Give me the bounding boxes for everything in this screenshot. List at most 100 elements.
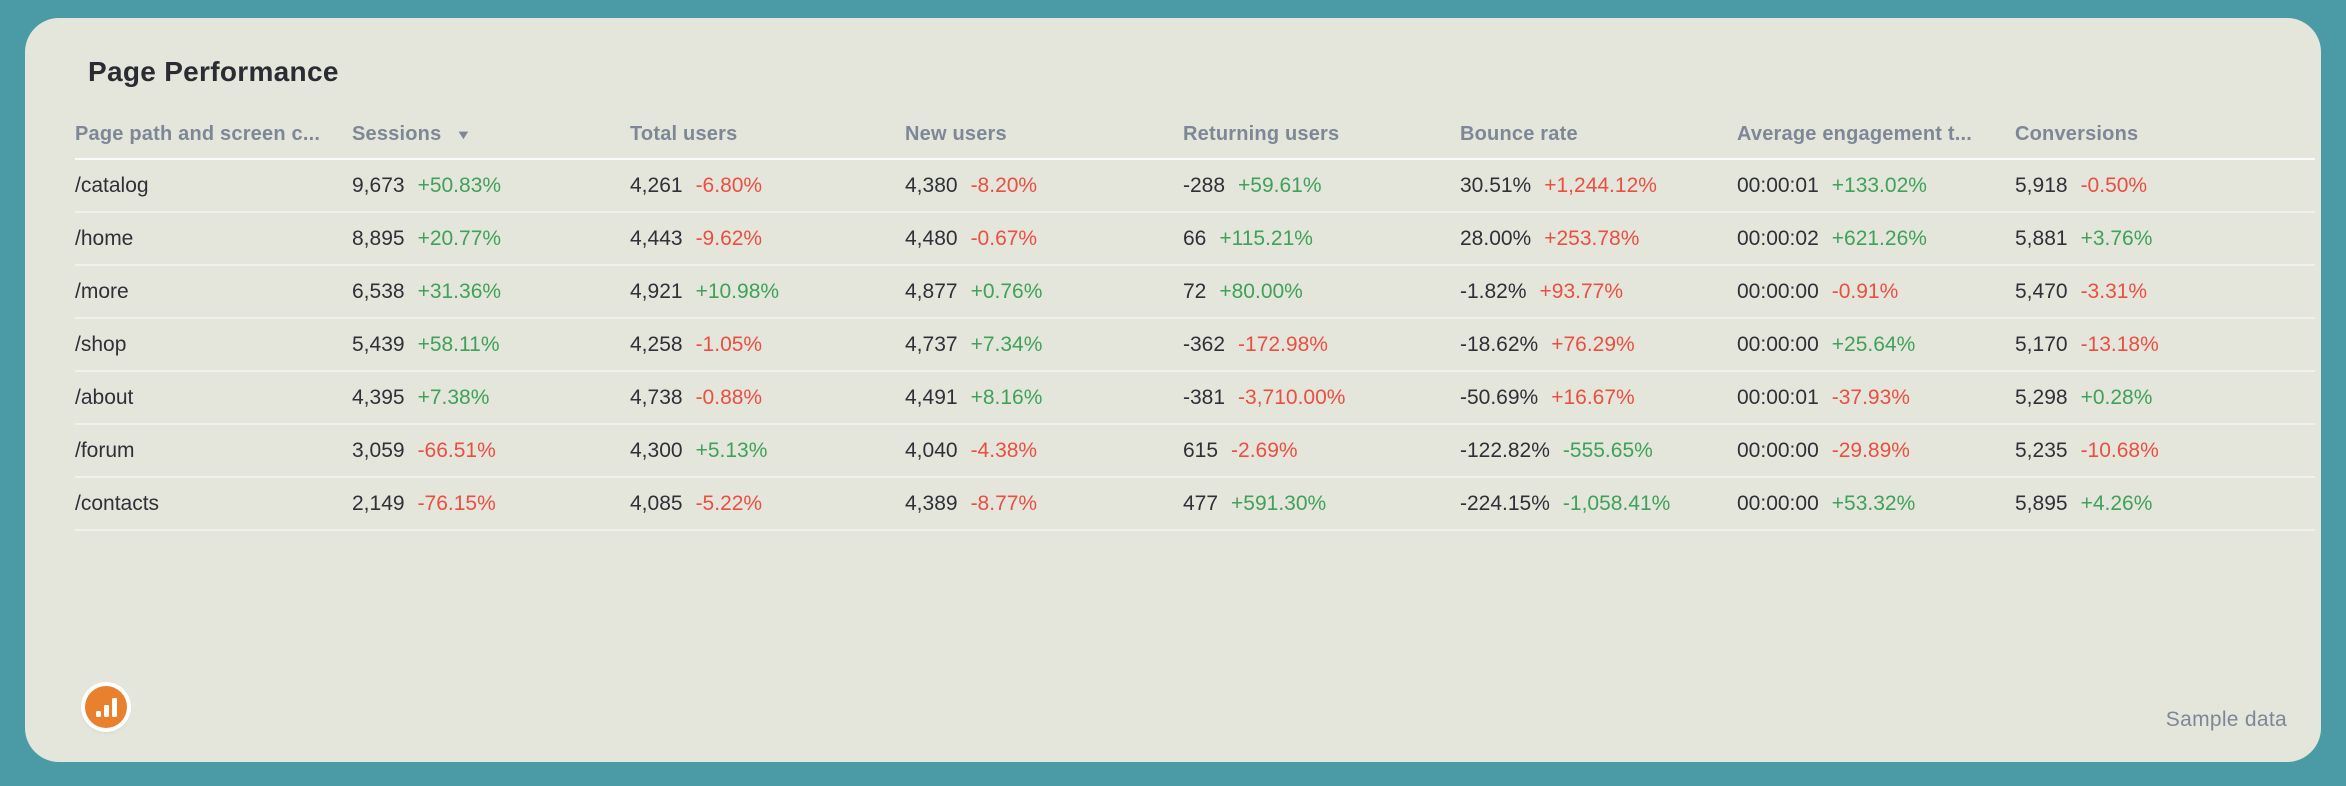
metric-cell: 5,470 -3.31% — [2015, 280, 2315, 304]
metric-value: 4,877 — [905, 279, 958, 303]
metric-cell: 2,149 -76.15% — [352, 492, 630, 516]
metric-value: 5,918 — [2015, 173, 2068, 197]
metric-value: 5,298 — [2015, 385, 2068, 409]
metric-value: 4,921 — [630, 279, 683, 303]
table-row: /about 4,395 +7.38% 4,738 -0.88% 4,491 +8.16% -… — [75, 372, 2315, 425]
metric-cell: 3,059 -66.51% — [352, 439, 630, 463]
metric-change: -0.50% — [2080, 173, 2148, 197]
metric-cell: 00:00:01 +133.02% — [1737, 174, 2015, 198]
metric-change: -6.80% — [695, 173, 763, 197]
metric-cell: -50.69% +16.67% — [1460, 386, 1737, 410]
metric-change: -0.67% — [970, 226, 1038, 250]
metric-cell: 4,395 +7.38% — [352, 386, 630, 410]
metric-cell: 4,258 -1.05% — [630, 333, 905, 357]
metric-change: -13.18% — [2080, 332, 2159, 356]
metric-change: -37.93% — [1831, 385, 1910, 409]
column-header-total_users[interactable]: Total users — [630, 123, 905, 146]
column-header-bounce_rate[interactable]: Bounce rate — [1460, 123, 1737, 146]
metric-value: 5,470 — [2015, 279, 2068, 303]
table-row: /contacts 2,149 -76.15% 4,085 -5.22% 4,389 -8.… — [75, 478, 2315, 531]
metric-cell: 5,881 +3.76% — [2015, 227, 2315, 251]
metric-value: 4,300 — [630, 438, 683, 462]
table-row: /shop 5,439 +58.11% 4,258 -1.05% 4,737 +7.34% -… — [75, 319, 2315, 372]
page-path-cell: /contacts — [75, 491, 160, 515]
column-header-label: Returning users — [1183, 122, 1340, 145]
metric-cell: -381 -3,710.00% — [1183, 386, 1460, 410]
column-header-label: Total users — [630, 122, 738, 145]
metric-cell: 28.00% +253.78% — [1460, 227, 1737, 251]
metric-change: +16.67% — [1551, 385, 1635, 409]
metric-change: -3.31% — [2080, 279, 2148, 303]
sort-desc-icon: ▼ — [455, 126, 473, 142]
metric-value: 4,380 — [905, 173, 958, 197]
metric-cell: 66 +115.21% — [1183, 227, 1460, 251]
metric-change: +31.36% — [417, 279, 502, 303]
column-header-new_users[interactable]: New users — [905, 123, 1183, 146]
page-path-cell: /about — [75, 385, 134, 409]
metric-cell: 4,738 -0.88% — [630, 386, 905, 410]
metric-change: -8.20% — [970, 173, 1038, 197]
table-row: /home 8,895 +20.77% 4,443 -9.62% 4,480 -0.67% 6… — [75, 213, 2315, 266]
metric-value: 00:00:00 — [1737, 491, 1819, 515]
metric-change: -4.38% — [970, 438, 1038, 462]
column-header-label: Bounce rate — [1460, 122, 1578, 145]
metric-cell: 4,380 -8.20% — [905, 174, 1183, 198]
metric-change: -1,058.41% — [1562, 491, 1671, 515]
metric-change: +4.26% — [2080, 491, 2153, 515]
metric-change: -29.89% — [1831, 438, 1910, 462]
metric-value: 4,085 — [630, 491, 683, 515]
metric-cell: 4,921 +10.98% — [630, 280, 905, 304]
metric-cell: 477 +591.30% — [1183, 492, 1460, 516]
column-header-label: Page path and screen c... — [75, 122, 321, 145]
metric-value: 00:00:01 — [1737, 385, 1819, 409]
metric-change: +59.61% — [1238, 173, 1322, 197]
sample-data-label: Sample data — [2165, 708, 2287, 731]
analytics-bar-chart-logo-icon[interactable] — [85, 686, 127, 728]
page-performance-table: Page path and screen c... Sessions ▼ Total … — [75, 110, 2315, 531]
metric-value: 72 — [1183, 279, 1207, 303]
column-header-conversions[interactable]: Conversions — [2015, 123, 2315, 146]
metric-cell: 615 -2.69% — [1183, 439, 1460, 463]
metric-change: +76.29% — [1551, 332, 1635, 356]
metric-cell: 00:00:00 +53.32% — [1737, 492, 2015, 516]
metric-change: +20.77% — [417, 226, 502, 250]
metric-change: +8.16% — [970, 385, 1043, 409]
metric-cell: 30.51% +1,244.12% — [1460, 174, 1737, 198]
metric-value: 30.51% — [1460, 173, 1532, 197]
metric-change: -555.65% — [1562, 438, 1653, 462]
metric-change: +0.28% — [2080, 385, 2153, 409]
metric-value: 4,395 — [352, 385, 405, 409]
metric-cell: 00:00:02 +621.26% — [1737, 227, 2015, 251]
page-path-cell: /catalog — [75, 173, 149, 197]
metric-change: +1,244.12% — [1544, 173, 1657, 197]
metric-cell: -224.15% -1,058.41% — [1460, 492, 1737, 516]
column-header-label: New users — [905, 122, 1007, 145]
column-header-sessions[interactable]: Sessions ▼ — [352, 123, 630, 146]
metric-cell: 4,737 +7.34% — [905, 333, 1183, 357]
column-header-returning_users[interactable]: Returning users — [1183, 123, 1460, 146]
metric-change: +621.26% — [1831, 226, 1927, 250]
metric-change: -172.98% — [1238, 332, 1328, 356]
metric-change: +50.83% — [417, 173, 502, 197]
metric-cell: 4,085 -5.22% — [630, 492, 905, 516]
metric-value: 28.00% — [1460, 226, 1532, 250]
table-row: /more 6,538 +31.36% 4,921 +10.98% 4,877 +0.76%… — [75, 266, 2315, 319]
metric-value: 00:00:00 — [1737, 438, 1819, 462]
metric-value: 477 — [1183, 491, 1219, 515]
column-header-page_path[interactable]: Page path and screen c... — [75, 123, 352, 146]
metric-change: +7.34% — [970, 332, 1043, 356]
metric-change: +5.13% — [695, 438, 768, 462]
metric-value: 4,480 — [905, 226, 958, 250]
metric-cell: 4,877 +0.76% — [905, 280, 1183, 304]
metric-cell: 4,491 +8.16% — [905, 386, 1183, 410]
metric-cell: 5,918 -0.50% — [2015, 174, 2315, 198]
metric-cell: 00:00:00 +25.64% — [1737, 333, 2015, 357]
metric-change: +10.98% — [695, 279, 780, 303]
metric-value: 4,737 — [905, 332, 958, 356]
metric-change: +3.76% — [2080, 226, 2153, 250]
column-header-avg_engagement_time[interactable]: Average engagement t... — [1737, 123, 2015, 146]
metric-cell: 00:00:01 -37.93% — [1737, 386, 2015, 410]
metric-value: 4,389 — [905, 491, 958, 515]
metric-cell: -362 -172.98% — [1183, 333, 1460, 357]
metric-value: 4,491 — [905, 385, 958, 409]
